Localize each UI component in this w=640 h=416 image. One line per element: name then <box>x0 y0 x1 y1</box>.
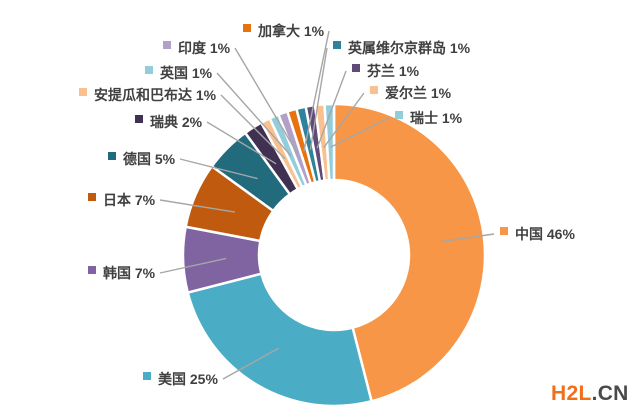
leader-line <box>222 347 280 380</box>
legend-marker-icon <box>88 266 96 274</box>
slice-label-2: 韩国 7% <box>88 263 155 283</box>
slice-label-9: 加拿大 1% <box>243 21 324 41</box>
slice-label-0: 中国 46% <box>500 224 575 244</box>
legend-marker-icon <box>243 24 251 32</box>
slice-label-13: 瑞士 1% <box>395 108 462 128</box>
legend-marker-icon <box>143 372 151 380</box>
leader-line <box>159 257 227 274</box>
slice-label-6: 安提瓜和巴布达 1% <box>79 85 216 105</box>
legend-marker-icon <box>395 111 403 119</box>
leader-line <box>159 199 236 213</box>
pie-slice-0 <box>332 102 487 403</box>
legend-marker-icon <box>500 227 508 235</box>
slice-label-text: 瑞典 2% <box>150 114 203 130</box>
slice-label-text: 瑞士 1% <box>410 110 463 126</box>
legend-marker-icon <box>145 66 153 74</box>
legend-marker-icon <box>370 86 378 94</box>
slice-label-text: 安提瓜和巴布达 1% <box>94 87 217 103</box>
slice-label-text: 韩国 7% <box>103 265 156 281</box>
slice-label-text: 美国 25% <box>158 371 218 387</box>
slice-label-text: 英属维尔京群岛 1% <box>348 40 471 56</box>
slice-label-text: 印度 1% <box>178 40 231 56</box>
slice-label-4: 德国 5% <box>108 149 175 169</box>
slice-label-text: 日本 7% <box>103 192 156 208</box>
legend-marker-icon <box>135 115 143 123</box>
leader-line <box>220 94 286 160</box>
watermark-suffix: .CN <box>591 382 629 405</box>
watermark-logo: H2L.CN <box>551 382 629 406</box>
leader-line <box>316 70 347 149</box>
legend-marker-icon <box>79 88 87 96</box>
slice-label-text: 英国 1% <box>160 65 213 81</box>
watermark-brand: H2L <box>551 382 592 405</box>
leader-line <box>303 30 330 152</box>
slice-label-text: 芬兰 1% <box>367 63 420 79</box>
slice-label-10: 英属维尔京群岛 1% <box>333 38 470 58</box>
leader-line <box>234 47 299 154</box>
leader-line <box>330 117 390 148</box>
slice-label-8: 印度 1% <box>163 38 230 58</box>
slice-label-3: 日本 7% <box>88 190 155 210</box>
legend-marker-icon <box>352 64 360 72</box>
leader-line <box>323 92 365 148</box>
slice-label-text: 爱尔兰 1% <box>385 85 452 101</box>
slice-label-text: 德国 5% <box>123 151 176 167</box>
slice-label-7: 英国 1% <box>145 63 212 83</box>
slice-label-12: 爱尔兰 1% <box>370 83 451 103</box>
legend-marker-icon <box>333 41 341 49</box>
slice-label-text: 加拿大 1% <box>258 23 325 39</box>
legend-marker-icon <box>163 41 171 49</box>
legend-marker-icon <box>88 193 96 201</box>
pie-slice-1 <box>186 272 374 408</box>
slice-label-11: 芬兰 1% <box>352 61 419 81</box>
leader-line <box>309 47 328 150</box>
slice-label-1: 美国 25% <box>143 369 218 389</box>
leader-line <box>179 158 258 180</box>
slice-label-text: 中国 46% <box>515 226 575 242</box>
slice-label-5: 瑞典 2% <box>135 112 202 132</box>
leader-line <box>216 72 292 157</box>
legend-marker-icon <box>108 152 116 160</box>
leader-line <box>206 121 277 165</box>
leader-line <box>441 233 495 243</box>
